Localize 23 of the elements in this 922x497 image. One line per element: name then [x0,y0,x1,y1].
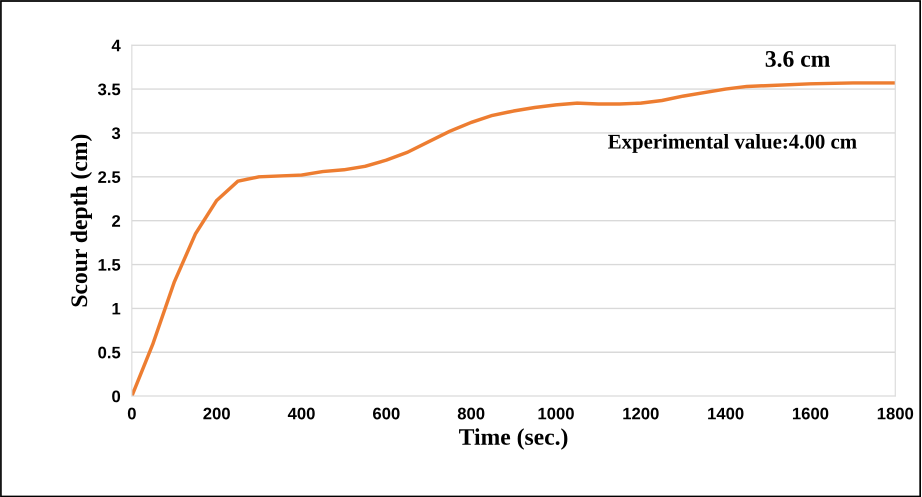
x-tick-label: 1800 [878,408,914,420]
x-axis-title: Time (sec.) [459,428,568,450]
y-tick-label: 2 [112,215,120,227]
x-tick-label: 0 [128,408,136,420]
y-tick-label: 0 [112,390,120,402]
annotation: 3.6 cm [766,51,830,68]
x-tick-label: 800 [458,408,484,420]
x-tick-label: 1600 [792,408,828,420]
annotation: Experimental value:4.00 cm [608,134,857,153]
y-tick-label: 1.5 [98,259,120,271]
x-tick-label: 400 [288,408,315,420]
y-tick-label: 2.5 [98,171,120,184]
x-tick-label: 200 [203,408,230,420]
x-tick-label: 1400 [708,408,744,420]
x-tick-label: 600 [373,408,400,420]
y-tick-label: 4 [112,40,121,52]
y-tick-label: 3 [112,127,120,140]
y-tick-label: 3.5 [98,83,120,96]
y-tick-label: 1 [112,302,120,314]
y-axis-title: Scour depth (cm) [70,134,92,306]
y-tick-label: 0.5 [98,346,120,358]
x-tick-label: 1000 [538,408,574,420]
x-tick-label: 1200 [623,408,659,420]
